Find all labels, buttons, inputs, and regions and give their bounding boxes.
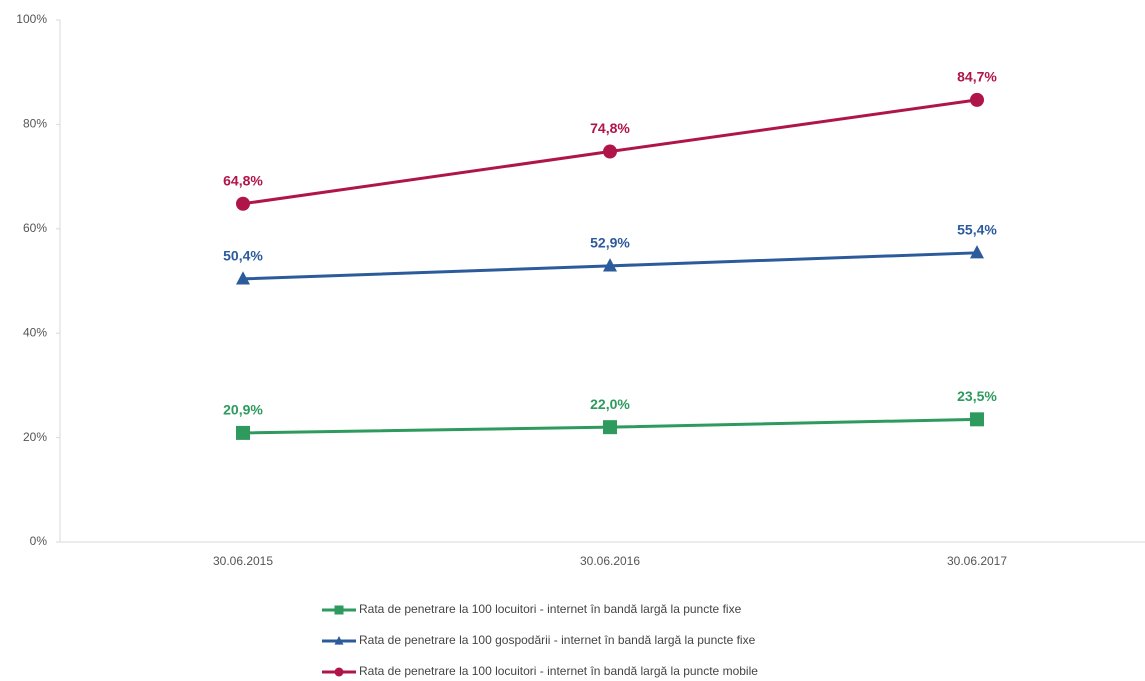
marker xyxy=(603,420,617,435)
marker xyxy=(970,92,984,107)
value-label: 55,4% xyxy=(957,222,997,238)
value-label: 84,7% xyxy=(957,69,997,85)
value-label: 52,9% xyxy=(590,235,630,251)
y-tick-label: 20% xyxy=(23,430,47,444)
legend-label: Rata de penetrare la 100 locuitori - int… xyxy=(359,602,742,616)
legend-label: Rata de penetrare la 100 gospodării - in… xyxy=(359,633,756,647)
marker xyxy=(603,258,617,272)
y-tick-label: 0% xyxy=(30,534,48,548)
y-tick-label: 80% xyxy=(23,117,47,131)
marker xyxy=(970,412,984,427)
legend-marker xyxy=(334,605,344,615)
value-label: 74,8% xyxy=(590,120,630,136)
marker xyxy=(603,144,617,159)
marker xyxy=(236,425,250,440)
legend-label: Rata de penetrare la 100 locuitori - int… xyxy=(359,664,758,678)
value-label: 22,0% xyxy=(590,396,630,412)
marker xyxy=(970,245,984,259)
value-label: 20,9% xyxy=(223,402,263,418)
x-tick-label: 30.06.2016 xyxy=(580,554,640,568)
y-tick-label: 60% xyxy=(23,221,47,235)
legend-marker xyxy=(334,667,344,677)
x-tick-label: 30.06.2015 xyxy=(213,554,273,568)
marker xyxy=(236,271,250,285)
marker xyxy=(236,196,250,211)
y-tick-label: 100% xyxy=(16,12,47,26)
value-label: 23,5% xyxy=(957,388,997,404)
value-label: 64,8% xyxy=(223,172,263,188)
value-label: 50,4% xyxy=(223,248,263,264)
legend-marker xyxy=(334,636,344,645)
y-tick-label: 40% xyxy=(23,325,47,339)
x-tick-label: 30.06.2017 xyxy=(947,554,1007,568)
